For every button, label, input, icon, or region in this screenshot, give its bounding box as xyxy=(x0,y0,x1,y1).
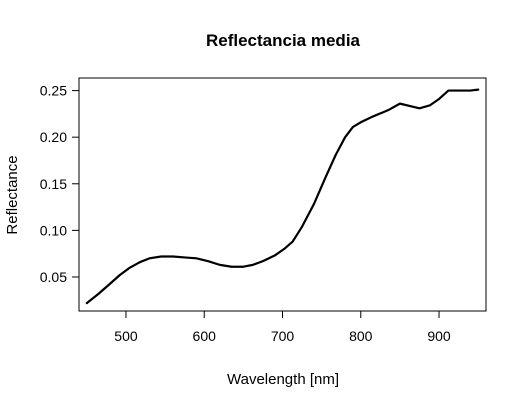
y-axis-label: Reflectance xyxy=(4,155,21,234)
x-tick-label: 500 xyxy=(114,328,138,344)
chart-title: Reflectancia media xyxy=(206,31,361,50)
y-axis: 0.05 0.10 0.15 0.20 0.25 xyxy=(40,83,80,285)
y-tick-label: 0.20 xyxy=(40,129,67,145)
x-tick-label: 800 xyxy=(349,328,373,344)
x-axis: 500 600 700 800 900 xyxy=(114,310,451,344)
x-tick-label: 600 xyxy=(193,328,217,344)
y-tick-label: 0.15 xyxy=(40,176,67,192)
y-tick-label: 0.25 xyxy=(40,83,67,99)
plot-area xyxy=(78,77,487,312)
x-ticks: 500 600 700 800 900 xyxy=(114,311,451,344)
y-ticks: 0.05 0.10 0.15 0.20 0.25 xyxy=(40,83,79,285)
x-tick-label: 900 xyxy=(427,328,451,344)
reflectance-line xyxy=(85,88,480,305)
y-tick-label: 0.05 xyxy=(40,269,67,285)
y-tick-label: 0.10 xyxy=(40,222,67,238)
x-axis-label: Wavelength [nm] xyxy=(227,371,339,388)
x-tick-label: 700 xyxy=(271,328,295,344)
